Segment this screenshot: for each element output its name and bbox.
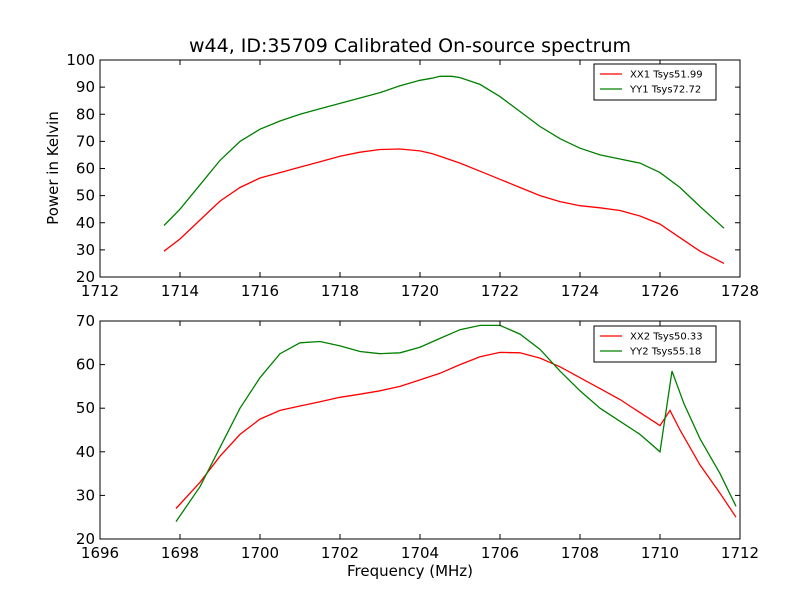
x-tick-label: 1722 [481,282,519,300]
x-tick-label: 1708 [561,544,599,562]
x-tick-label: 1700 [241,544,279,562]
x-tick-label: 1718 [321,282,359,300]
x-tick-label: 1706 [481,544,519,562]
y-tick-label: 20 [76,268,95,286]
y-tick-label: 30 [76,241,95,259]
y-tick-label: 40 [76,214,95,232]
y-tick-label: 40 [76,443,95,461]
y-tick-label: 60 [76,356,95,374]
y-tick-label: 30 [76,486,95,504]
x-tick-label: 1710 [641,544,679,562]
x-tick-label: 1716 [241,282,279,300]
series-line-1 [175,351,737,518]
series-line-2 [175,324,737,522]
y-tick-label: 50 [76,187,95,205]
y-tick-label: 90 [76,78,95,96]
legend-label-1: XX2 Tsys50.33 [630,332,703,343]
x-tick-label: 1702 [321,544,359,562]
series-line-1 [163,148,725,264]
y-tick-label: 50 [76,399,95,417]
legend-label-2: YY2 Tsys55.18 [629,347,701,358]
x-tick-label: 1724 [561,282,599,300]
x-tick-label: 1704 [401,544,439,562]
series-line-2 [163,75,725,229]
y-axis-label: Power in Kelvin [44,111,62,225]
y-tick-label: 70 [76,312,95,330]
legend-box [593,63,717,101]
x-axis-label: Frequency (MHz) [347,562,473,580]
y-tick-label: 20 [76,530,95,548]
y-tick-label: 70 [76,132,95,150]
top-plot: 1712 1714 1716 1718 1720 1722 1724 1726 1728 20 30… [66,51,759,300]
legend-label-2: YY1 Tsys72.72 [629,85,701,96]
y-tick-label: 100 [66,51,95,69]
x-tick-label: 1720 [401,282,439,300]
x-tick-label: 1698 [161,544,199,562]
x-tick-label: 1714 [161,282,199,300]
x-tick-label: 1712 [721,544,759,562]
x-tick-label: 1696 [81,544,119,562]
x-tick-label: 1728 [721,282,759,300]
legend-box [593,325,717,363]
bottom-plot: 1696 1698 1700 1702 1704 1706 1708 1710 1712 20 30… [76,312,759,562]
y-tick-label: 60 [76,160,95,178]
x-tick-label: 1712 [81,282,119,300]
x-tick-label: 1726 [641,282,679,300]
chart-title: w44, ID:35709 Calibrated On-source spect… [189,35,631,57]
legend-label-1: XX1 Tsys51.99 [630,70,703,81]
y-tick-label: 80 [76,105,95,123]
